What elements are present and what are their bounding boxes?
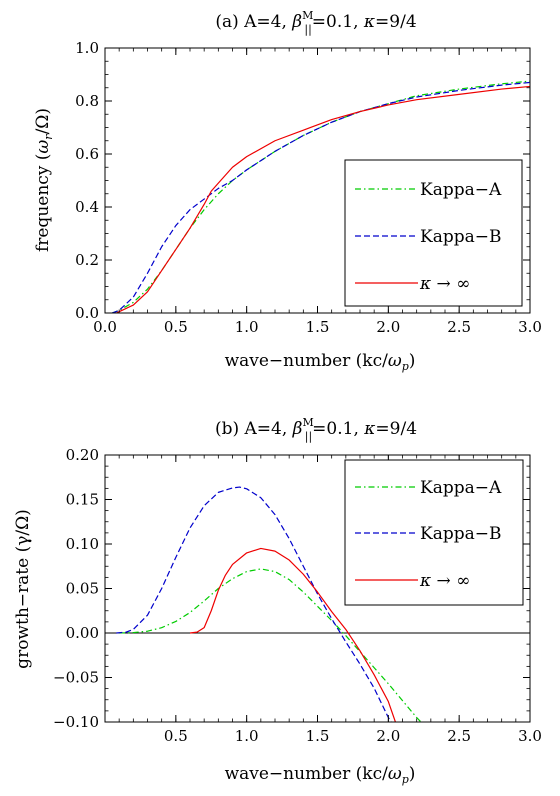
chart-b-xlabel: wave−number (kc/ωp): [225, 764, 416, 786]
chart-a-series-line-1: [111, 81, 530, 313]
chart-a-title-rest: =0.1,: [312, 12, 364, 32]
chart-a-ytick-label: 0.2: [75, 251, 99, 269]
chart-b-legend: Kappa−A Kappa−B κ → ∞: [344, 459, 524, 606]
chart-a-ticks: 0.0 0.5 1.0 1.5 2.0 2.5 3.0 0.0 0.2 0.4 0.6 0.8 1.0: [75, 39, 542, 336]
chart-b-series-line-2: [189, 547, 396, 722]
chart-b-ytick-label: 0.10: [66, 535, 99, 553]
chart-b-ytick-label: 0.00: [66, 624, 99, 642]
chart-b-xtick-label: 1.5: [306, 727, 330, 745]
chart-a-title-beta-sup: M: [302, 9, 313, 22]
chart-a-legend-box: [344, 159, 523, 307]
chart-b-title-beta-sub: ||: [305, 430, 312, 444]
chart-a-xtick-label: 2.5: [447, 318, 471, 336]
chart-a-legend-label-kappa-b: Kappa−B: [420, 227, 501, 247]
chart-a-xtick-label: 0.0: [93, 318, 117, 336]
chart-a-series-group: [111, 80, 530, 313]
chart-b-title-beta: β: [292, 419, 303, 439]
chart-a-ytick-label: 1.0: [75, 39, 99, 57]
chart-b-xlabel-sub: p: [402, 773, 409, 786]
chart-a-xlabel-sub: p: [402, 360, 409, 373]
chart-b-title-rest: =0.1,: [312, 419, 364, 439]
chart-a-xlabel-close: ): [409, 351, 416, 371]
chart-b-xlabel-omega: ω: [388, 764, 402, 784]
chart-b-ytick-label: 0.15: [66, 491, 99, 509]
chart-b-title-kappa-val: =9/4: [375, 419, 417, 439]
chart-a-ytick-label: 0.0: [75, 304, 99, 322]
chart-b-xtick-label: 2.0: [376, 727, 400, 745]
chart-b-title-prefix: (b) A=4,: [215, 419, 293, 439]
chart-b-ytick-label: −0.10: [53, 713, 99, 731]
chart-a-xlabel-text: wave−number (kc/: [225, 351, 389, 371]
chart-a-ylabel-text: frequency (: [33, 154, 53, 252]
chart-b-xtick-label: 1.0: [235, 727, 259, 745]
chart-b-xlabel-text: wave−number (kc/: [225, 764, 389, 784]
chart-a-ylabel-sub: r: [42, 134, 55, 140]
chart-a-ytick-label: 0.6: [75, 145, 99, 163]
chart-b-legend-label-kappa-inf: κ → ∞: [419, 571, 470, 591]
chart-b-ytick-label: 0.05: [66, 580, 99, 598]
chart-a: (a) A=4, βM ||=0.1, κ=9/4 0.0 0.5 1.0 1.5 2.0…: [33, 9, 542, 373]
chart-b-series-group: [105, 486, 530, 722]
chart-a-title-kappa: κ: [363, 12, 375, 32]
chart-a-ytick-label: 0.8: [75, 92, 99, 110]
chart-a-title-beta: β: [291, 12, 302, 32]
chart-b-legend-label-kappa-b: Kappa−B: [420, 524, 501, 544]
chart-b-series-line-0: [119, 568, 422, 722]
chart-b-legend-label-kappa-a: Kappa−A: [420, 478, 502, 498]
chart-a-ytick-label: 0.4: [75, 198, 99, 216]
chart-a-xtick-label: 1.5: [306, 318, 330, 336]
chart-a-ylabel-omega: ω: [33, 140, 53, 154]
chart-a-xtick-label: 0.5: [164, 318, 188, 336]
chart-b-title-beta-sup: M: [302, 416, 313, 429]
chart-a-title: (a) A=4, βM ||=0.1, κ=9/4: [215, 9, 416, 37]
chart-b-title: (b) A=4, βM ||=0.1, κ=9/4: [215, 416, 417, 444]
chart-a-title-prefix: (a) A=4,: [215, 12, 292, 32]
chart-b-ytick-label: 0.20: [66, 446, 99, 464]
chart-a-xlabel: wave−number (kc/ωp): [225, 351, 416, 373]
chart-a-ylabel-close: /Ω): [33, 108, 53, 134]
chart-b-xlabel-close: ): [409, 764, 416, 784]
chart-a-xtick-label: 3.0: [518, 318, 542, 336]
chart-a-title-kappa-val: =9/4: [375, 12, 417, 32]
chart-b-title-kappa: κ: [363, 419, 375, 439]
chart-a-xtick-label: 2.0: [376, 318, 400, 336]
chart-b-ticks: 0.5 1.0 1.5 2.0 2.5 3.0 −0.10 −0.05 0.00 0.05 0.10…: [53, 446, 542, 745]
chart-b-ylabel: growth−rate (γ/Ω): [13, 509, 33, 669]
chart-a-title-beta-sub: ||: [304, 23, 311, 37]
chart-a-legend-label-kappa-inf: κ → ∞: [419, 274, 470, 294]
chart-a-ylabel: frequency (ωr/Ω): [33, 108, 55, 252]
chart-a-legend: Kappa−A Kappa−B κ → ∞: [344, 159, 523, 307]
chart-a-legend-label-kappa-a: Kappa−A: [420, 180, 502, 200]
chart-a-series-line-2: [116, 85, 530, 313]
chart-b-xtick-label: 3.0: [518, 727, 542, 745]
chart-a-xlabel-omega: ω: [388, 351, 402, 371]
chart-b-series-line-1: [116, 486, 392, 722]
chart-a-xtick-label: 1.0: [235, 318, 259, 336]
chart-b-xtick-label: 2.5: [447, 727, 471, 745]
chart-b-xtick-label: 0.5: [164, 727, 188, 745]
chart-b: (b) A=4, βM ||=0.1, κ=9/4 0.5 1.0 1.5 2.0 2.5…: [13, 416, 542, 786]
chart-b-ytick-label: −0.05: [53, 669, 99, 687]
